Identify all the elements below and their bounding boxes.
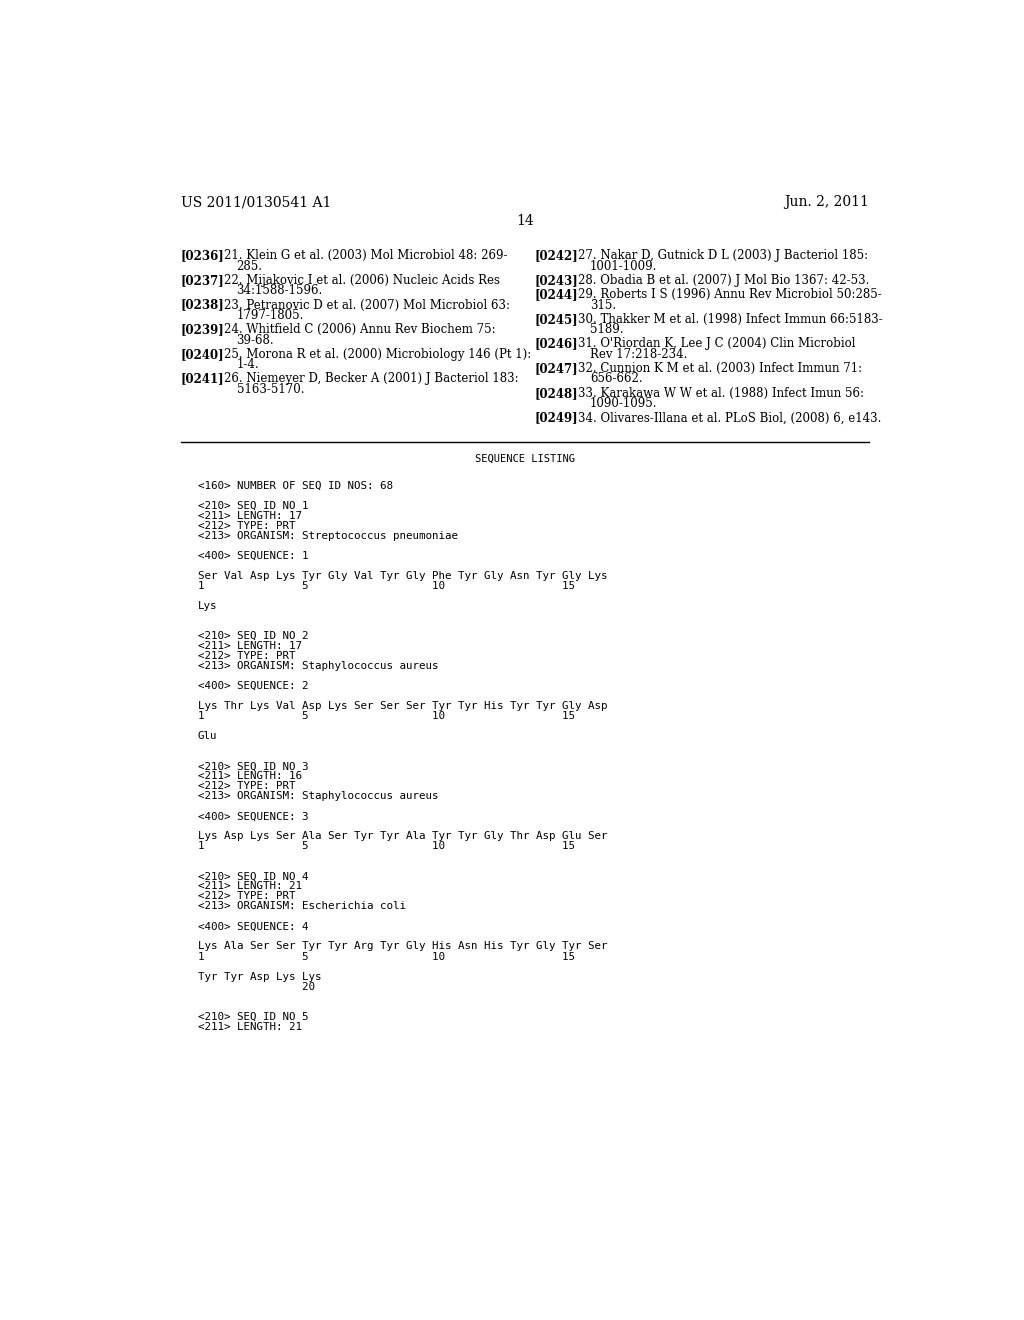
Text: SEQUENCE LISTING: SEQUENCE LISTING [475,454,574,465]
Text: 1               5                   10                  15: 1 5 10 15 [198,952,574,961]
Text: Lys: Lys [198,601,217,611]
Text: 39-68.: 39-68. [237,334,274,347]
Text: 1090-1095.: 1090-1095. [590,397,657,411]
Text: <212> TYPE: PRT: <212> TYPE: PRT [198,521,295,531]
Text: <211> LENGTH: 21: <211> LENGTH: 21 [198,882,302,891]
Text: [0248]: [0248] [535,387,578,400]
Text: US 2011/0130541 A1: US 2011/0130541 A1 [180,195,331,210]
Text: 25. Morona R et al. (2000) Microbiology 146 (Pt 1):: 25. Morona R et al. (2000) Microbiology … [224,348,531,360]
Text: <212> TYPE: PRT: <212> TYPE: PRT [198,781,295,791]
Text: 5163-5170.: 5163-5170. [237,383,304,396]
Text: 32. Cunnion K M et al. (2003) Infect Immun 71:: 32. Cunnion K M et al. (2003) Infect Imm… [578,362,861,375]
Text: <212> TYPE: PRT: <212> TYPE: PRT [198,651,295,661]
Text: [0249]: [0249] [535,412,578,424]
Text: <211> LENGTH: 17: <211> LENGTH: 17 [198,511,302,521]
Text: [0238]: [0238] [180,298,224,312]
Text: 1797-1805.: 1797-1805. [237,309,304,322]
Text: 24. Whitfield C (2006) Annu Rev Biochem 75:: 24. Whitfield C (2006) Annu Rev Biochem … [224,323,496,337]
Text: 21. Klein G et al. (2003) Mol Microbiol 48: 269-: 21. Klein G et al. (2003) Mol Microbiol … [224,249,508,263]
Text: 656-662.: 656-662. [590,372,642,385]
Text: [0244]: [0244] [535,288,578,301]
Text: <400> SEQUENCE: 3: <400> SEQUENCE: 3 [198,812,308,821]
Text: Lys Thr Lys Val Asp Lys Ser Ser Ser Tyr Tyr His Tyr Tyr Gly Asp: Lys Thr Lys Val Asp Lys Ser Ser Ser Tyr … [198,701,607,711]
Text: <210> SEQ ID NO 2: <210> SEQ ID NO 2 [198,631,308,642]
Text: 1-4.: 1-4. [237,358,259,371]
Text: <213> ORGANISM: Staphylococcus aureus: <213> ORGANISM: Staphylococcus aureus [198,661,438,671]
Text: [0246]: [0246] [535,338,578,350]
Text: 1001-1009.: 1001-1009. [590,260,657,273]
Text: <212> TYPE: PRT: <212> TYPE: PRT [198,891,295,902]
Text: [0237]: [0237] [180,275,224,286]
Text: 33. Karakawa W W et al. (1988) Infect Imun 56:: 33. Karakawa W W et al. (1988) Infect Im… [578,387,863,400]
Text: 1               5                   10                  15: 1 5 10 15 [198,711,574,721]
Text: 26. Niemeyer D, Becker A (2001) J Bacteriol 183:: 26. Niemeyer D, Becker A (2001) J Bacter… [224,372,519,385]
Text: 1               5                   10                  15: 1 5 10 15 [198,841,574,851]
Text: [0243]: [0243] [535,275,578,286]
Text: Glu: Glu [198,731,217,742]
Text: <213> ORGANISM: Streptococcus pneumoniae: <213> ORGANISM: Streptococcus pneumoniae [198,531,458,541]
Text: <210> SEQ ID NO 4: <210> SEQ ID NO 4 [198,871,308,882]
Text: Lys Asp Lys Ser Ala Ser Tyr Tyr Ala Tyr Tyr Gly Thr Asp Glu Ser: Lys Asp Lys Ser Ala Ser Tyr Tyr Ala Tyr … [198,832,607,841]
Text: <213> ORGANISM: Escherichia coli: <213> ORGANISM: Escherichia coli [198,902,406,911]
Text: 31. O'Riordan K, Lee J C (2004) Clin Microbiol: 31. O'Riordan K, Lee J C (2004) Clin Mic… [578,338,855,350]
Text: Tyr Tyr Asp Lys Lys: Tyr Tyr Asp Lys Lys [198,972,322,982]
Text: Ser Val Asp Lys Tyr Gly Val Tyr Gly Phe Tyr Gly Asn Tyr Gly Lys: Ser Val Asp Lys Tyr Gly Val Tyr Gly Phe … [198,572,607,581]
Text: [0239]: [0239] [180,323,224,337]
Text: 34. Olivares-Illana et al. PLoS Biol, (2008) 6, e143.: 34. Olivares-Illana et al. PLoS Biol, (2… [578,412,881,424]
Text: Jun. 2, 2011: Jun. 2, 2011 [784,195,869,210]
Text: <210> SEQ ID NO 3: <210> SEQ ID NO 3 [198,762,308,771]
Text: <210> SEQ ID NO 1: <210> SEQ ID NO 1 [198,502,308,511]
Text: 14: 14 [516,214,534,228]
Text: [0245]: [0245] [535,313,578,326]
Text: 23. Petranovic D et al. (2007) Mol Microbiol 63:: 23. Petranovic D et al. (2007) Mol Micro… [224,298,510,312]
Text: [0247]: [0247] [535,362,578,375]
Text: 20: 20 [198,982,314,991]
Text: 30. Thakker M et al. (1998) Infect Immun 66:5183-: 30. Thakker M et al. (1998) Infect Immun… [578,313,883,326]
Text: [0241]: [0241] [180,372,224,385]
Text: <400> SEQUENCE: 4: <400> SEQUENCE: 4 [198,921,308,932]
Text: Rev 17:218-234.: Rev 17:218-234. [590,348,687,360]
Text: 28. Obadia B et al. (2007) J Mol Bio 1367: 42-53.: 28. Obadia B et al. (2007) J Mol Bio 136… [578,275,869,286]
Text: <211> LENGTH: 21: <211> LENGTH: 21 [198,1022,302,1031]
Text: <213> ORGANISM: Staphylococcus aureus: <213> ORGANISM: Staphylococcus aureus [198,792,438,801]
Text: 285.: 285. [237,260,262,273]
Text: [0236]: [0236] [180,249,224,263]
Text: <160> NUMBER OF SEQ ID NOS: 68: <160> NUMBER OF SEQ ID NOS: 68 [198,480,393,491]
Text: 315.: 315. [590,298,616,312]
Text: Lys Ala Ser Ser Tyr Tyr Arg Tyr Gly His Asn His Tyr Gly Tyr Ser: Lys Ala Ser Ser Tyr Tyr Arg Tyr Gly His … [198,941,607,952]
Text: <210> SEQ ID NO 5: <210> SEQ ID NO 5 [198,1011,308,1022]
Text: <400> SEQUENCE: 1: <400> SEQUENCE: 1 [198,552,308,561]
Text: 27. Nakar D, Gutnick D L (2003) J Bacteriol 185:: 27. Nakar D, Gutnick D L (2003) J Bacter… [578,249,867,263]
Text: <211> LENGTH: 16: <211> LENGTH: 16 [198,771,302,781]
Text: 29. Roberts I S (1996) Annu Rev Microbiol 50:285-: 29. Roberts I S (1996) Annu Rev Microbio… [578,288,882,301]
Text: <400> SEQUENCE: 2: <400> SEQUENCE: 2 [198,681,308,692]
Text: <211> LENGTH: 17: <211> LENGTH: 17 [198,642,302,651]
Text: [0240]: [0240] [180,348,224,360]
Text: 1               5                   10                  15: 1 5 10 15 [198,581,574,591]
Text: 34:1588-1596.: 34:1588-1596. [237,284,323,297]
Text: [0242]: [0242] [535,249,578,263]
Text: 5189.: 5189. [590,323,624,337]
Text: 22. Mijakovic I et al. (2006) Nucleic Acids Res: 22. Mijakovic I et al. (2006) Nucleic Ac… [224,275,500,286]
